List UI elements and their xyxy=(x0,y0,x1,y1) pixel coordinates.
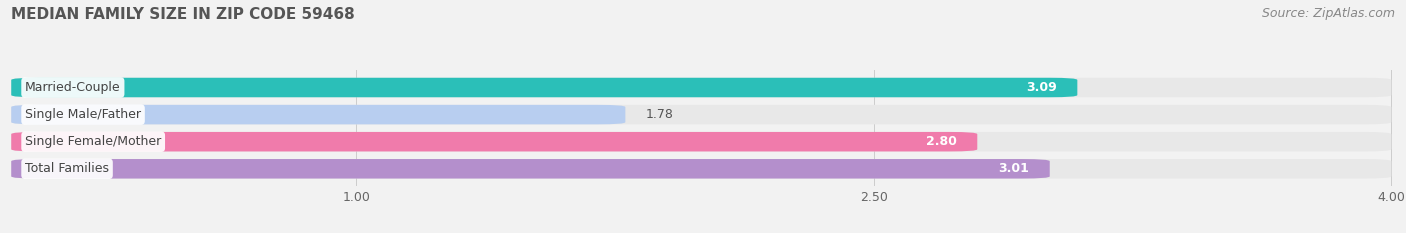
Text: 3.09: 3.09 xyxy=(1026,81,1057,94)
Text: Married-Couple: Married-Couple xyxy=(25,81,121,94)
FancyBboxPatch shape xyxy=(11,159,1050,178)
Text: Total Families: Total Families xyxy=(25,162,110,175)
Text: 2.80: 2.80 xyxy=(925,135,956,148)
Text: Single Male/Father: Single Male/Father xyxy=(25,108,141,121)
FancyBboxPatch shape xyxy=(11,105,1392,124)
FancyBboxPatch shape xyxy=(11,132,1392,151)
Text: 3.01: 3.01 xyxy=(998,162,1029,175)
FancyBboxPatch shape xyxy=(11,78,1392,97)
FancyBboxPatch shape xyxy=(11,78,1077,97)
FancyBboxPatch shape xyxy=(11,105,626,124)
Text: MEDIAN FAMILY SIZE IN ZIP CODE 59468: MEDIAN FAMILY SIZE IN ZIP CODE 59468 xyxy=(11,7,354,22)
Text: 1.78: 1.78 xyxy=(647,108,673,121)
FancyBboxPatch shape xyxy=(11,159,1392,178)
Text: Single Female/Mother: Single Female/Mother xyxy=(25,135,162,148)
FancyBboxPatch shape xyxy=(11,132,977,151)
Text: Source: ZipAtlas.com: Source: ZipAtlas.com xyxy=(1261,7,1395,20)
